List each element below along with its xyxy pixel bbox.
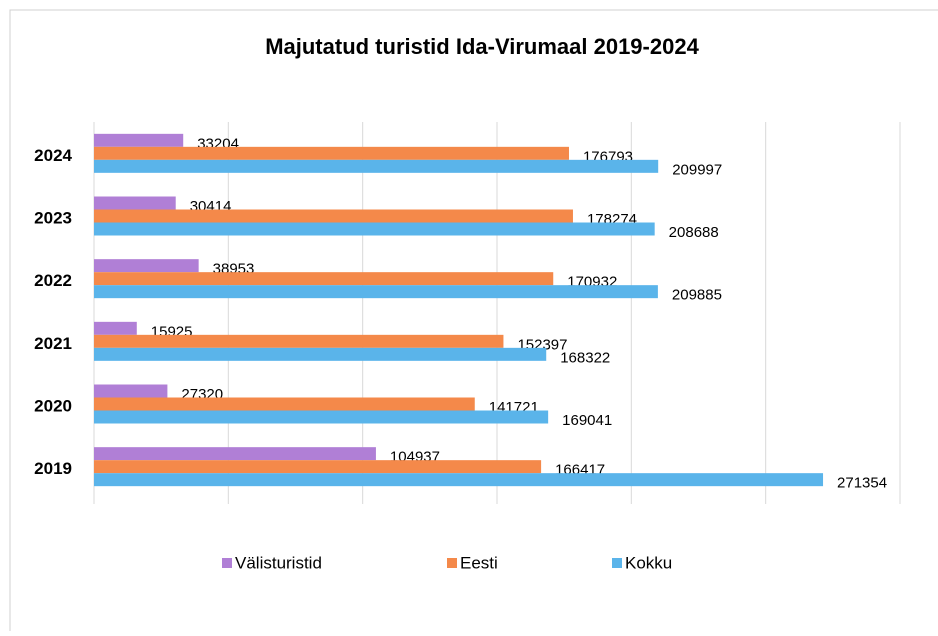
- legend-label: Välisturistid: [235, 553, 322, 572]
- bar: [94, 133, 184, 147]
- legend-label: Kokku: [625, 553, 672, 572]
- legend-swatch: [447, 558, 457, 568]
- chart-frame: [9, 9, 938, 636]
- y-tick-label: 2023: [34, 208, 72, 227]
- bar: [94, 259, 199, 273]
- bar: [94, 334, 504, 348]
- y-tick-label: 2021: [34, 334, 72, 353]
- bar: [94, 285, 658, 299]
- bar: [94, 347, 547, 361]
- bar: [94, 222, 655, 236]
- bar: [94, 321, 137, 335]
- bar: [94, 384, 168, 398]
- y-tick-label: 2024: [34, 146, 72, 165]
- bar: [94, 397, 475, 411]
- legend-swatch: [612, 558, 622, 568]
- bar: [94, 272, 554, 286]
- value-label: 209885: [672, 287, 722, 304]
- y-tick-label: 2022: [34, 271, 72, 290]
- bar: [94, 209, 573, 223]
- chart-title: Majutatud turistid Ida-Virumaal 2019-202…: [265, 34, 699, 59]
- value-label: 169041: [562, 412, 612, 429]
- bar: [94, 146, 569, 160]
- legend-swatch: [222, 558, 232, 568]
- bar: [94, 410, 549, 424]
- bar: [94, 460, 542, 474]
- bar: [94, 159, 659, 173]
- value-label: 209997: [672, 161, 722, 178]
- legend-label: Eesti: [460, 553, 498, 572]
- y-tick-label: 2019: [34, 459, 72, 478]
- value-label: 208688: [669, 224, 719, 241]
- bar: [94, 196, 176, 210]
- bar: [94, 473, 824, 487]
- value-label: 168322: [560, 349, 610, 366]
- value-label: 271354: [837, 475, 887, 492]
- bar: [94, 447, 376, 461]
- y-tick-label: 2020: [34, 396, 72, 415]
